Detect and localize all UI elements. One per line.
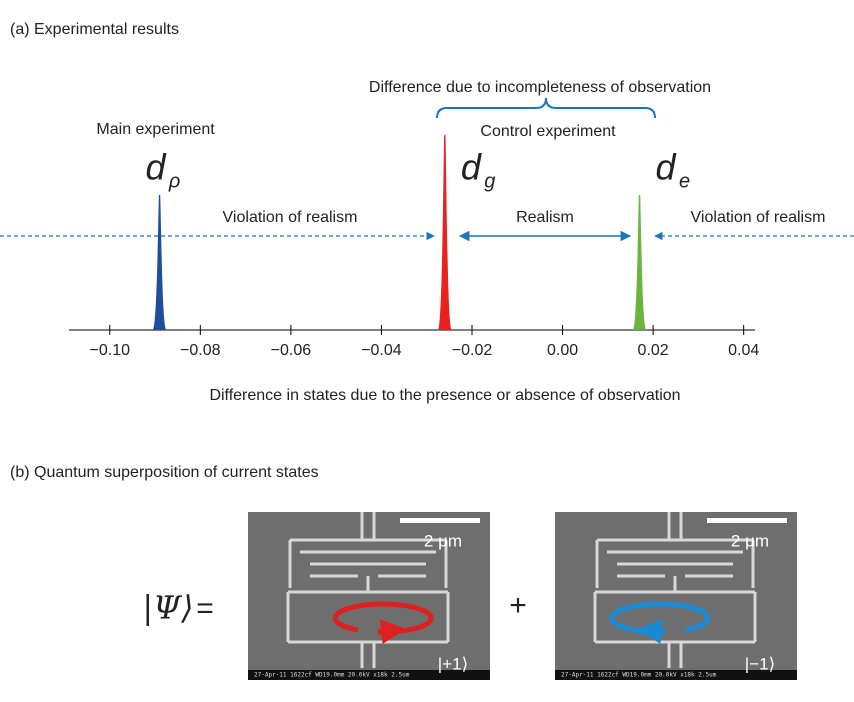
scale-label: 2 μm bbox=[731, 531, 769, 550]
footer-band bbox=[555, 670, 797, 680]
x-tick-label: −0.04 bbox=[361, 342, 402, 359]
x-tick-label: 0.02 bbox=[638, 342, 669, 359]
current-arrow bbox=[609, 601, 711, 645]
x-tick-label: −0.06 bbox=[271, 342, 312, 359]
peak-symbol: d bbox=[656, 147, 677, 188]
peak bbox=[632, 195, 647, 330]
state: |Ψ⟩ bbox=[142, 589, 193, 627]
x-axis-label: Difference in states due to the presence… bbox=[209, 387, 680, 404]
peak-subscript: g bbox=[484, 170, 495, 192]
brace-label: Difference due to incompleteness of obse… bbox=[369, 79, 711, 96]
footer-band bbox=[248, 670, 490, 680]
current-arrow bbox=[332, 601, 434, 645]
x-tick-label: 0.04 bbox=[728, 342, 759, 359]
equals: = bbox=[196, 592, 214, 625]
peak-symbol: d bbox=[461, 147, 482, 188]
x-tick-label: 0.00 bbox=[547, 342, 578, 359]
peak bbox=[152, 195, 167, 330]
annotation: Violation of realism bbox=[691, 209, 826, 226]
peak-symbol: d bbox=[146, 147, 167, 188]
x-tick-label: −0.02 bbox=[452, 342, 493, 359]
panel-b-title: (b) Quantum superposition of current sta… bbox=[10, 464, 319, 481]
x-tick-label: −0.10 bbox=[90, 342, 131, 359]
peak bbox=[437, 135, 452, 330]
peak-subscript: e bbox=[679, 170, 690, 192]
x-tick-label: −0.08 bbox=[180, 342, 221, 359]
annotation: Realism bbox=[516, 209, 574, 226]
sem-footer: 27-Apr-11 1622cf WD19.0mm 20.0kV x18k 2.… bbox=[254, 672, 410, 679]
brace bbox=[436, 97, 656, 119]
scale-bar bbox=[707, 518, 787, 523]
peak-name: Main experiment bbox=[96, 121, 215, 138]
scale-label: 2 μm bbox=[424, 531, 462, 550]
peak-subscript: ρ bbox=[168, 170, 180, 192]
panel-a-title: (a) Experimental results bbox=[10, 21, 179, 38]
annotation: Violation of realism bbox=[223, 209, 358, 226]
control-label: Control experiment bbox=[480, 123, 616, 140]
plus: + bbox=[509, 589, 527, 622]
sem-footer: 27-Apr-11 1622cf WD19.0mm 20.0kV x18k 2.… bbox=[561, 672, 717, 679]
ket: |+1⟩ bbox=[438, 654, 468, 673]
ket: |−1⟩ bbox=[745, 654, 775, 673]
scale-bar bbox=[400, 518, 480, 523]
sem-images: 27-Apr-11 1622cf WD19.0mm 20.0kV x18k 2.… bbox=[248, 512, 797, 680]
